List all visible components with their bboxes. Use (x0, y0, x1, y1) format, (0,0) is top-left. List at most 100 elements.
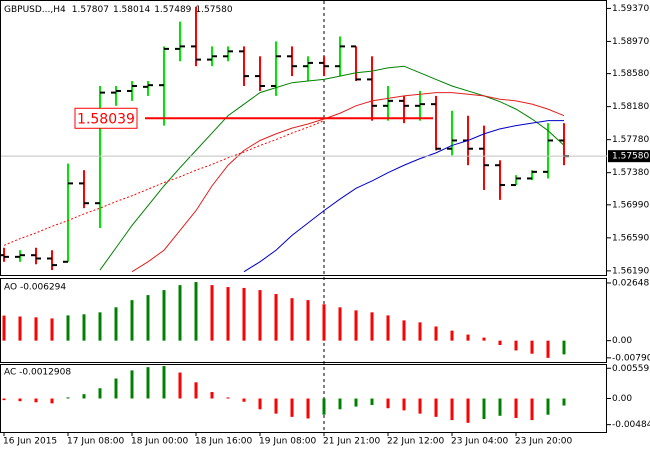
histogram-bar (450, 398, 454, 421)
indicator-line (243, 120, 564, 273)
level-label: 1.58039 (77, 111, 135, 127)
histogram-bar (402, 398, 406, 411)
histogram-bar (402, 320, 406, 341)
histogram-bar (34, 317, 38, 341)
histogram-bar (482, 337, 486, 341)
y-tick-label: 1.56190 (612, 266, 649, 276)
y-tick-label: 0.00 (612, 336, 632, 346)
histogram-bar (562, 398, 566, 406)
x-tick-label: 19 Jun 08:00 (259, 437, 316, 447)
y-tick-label: 1.56590 (612, 233, 649, 243)
histogram-bar (338, 398, 342, 410)
x-tick-label: 16 Jun 2015 (3, 437, 57, 447)
histogram-bar (114, 378, 118, 399)
x-tick-label: 23 Jun 20:00 (515, 437, 572, 447)
histogram-bar (530, 398, 534, 421)
y-tick-label: 1.58180 (612, 102, 649, 112)
histogram-bar (178, 285, 182, 341)
histogram-bar (162, 290, 166, 341)
histogram-bar (354, 310, 358, 341)
histogram-bar (178, 372, 182, 399)
symbol: GBPUSD...,H4 (4, 5, 66, 15)
level-label-box (74, 107, 138, 129)
y-tick-label: 1.58580 (612, 69, 649, 79)
histogram-bar (514, 340, 518, 351)
ac-title: AC -0.0012908 (4, 368, 71, 378)
histogram-bar (226, 287, 230, 341)
indicator-line (3, 120, 325, 246)
x-tick-label: 23 Jun 04:00 (451, 437, 508, 447)
histogram-bar (306, 398, 310, 419)
histogram-bar (210, 285, 214, 341)
y-tick-label: 1.58970 (612, 37, 649, 47)
x-tick-label: 17 Jun 08:00 (67, 437, 124, 447)
histogram-bar (242, 398, 246, 402)
histogram-bar (546, 398, 550, 415)
histogram-bar (210, 392, 214, 399)
y-tick-label: 0.00 (612, 394, 632, 404)
histogram-bar (242, 287, 246, 341)
x-tick-label: 21 Jun 21:00 (323, 437, 380, 447)
x-tick-label: 18 Jun 00:00 (131, 437, 188, 447)
histogram-bar (194, 382, 198, 399)
x-tick-label: 22 Jun 12:00 (387, 437, 444, 447)
histogram-bar (66, 397, 70, 399)
quote-high: 1.58014 (113, 5, 150, 15)
histogram-bar (546, 340, 550, 358)
histogram-bar (290, 398, 294, 417)
histogram-bar (354, 398, 358, 407)
histogram-bar (370, 312, 374, 341)
histogram-bar (130, 300, 134, 341)
histogram-bar (18, 398, 22, 402)
histogram-bar (306, 300, 310, 341)
histogram-bar (450, 330, 454, 341)
histogram-bar (98, 312, 102, 341)
y-tick-label: -0.007902 (612, 353, 650, 363)
histogram-bar (66, 315, 70, 341)
main-panel (0, 0, 607, 276)
histogram-bar (434, 326, 438, 341)
histogram-bar (50, 318, 54, 341)
histogram-bar (466, 398, 470, 423)
ao-title: AO -0.006294 (4, 283, 66, 293)
histogram-bar (498, 340, 502, 346)
quote-open: 1.57807 (72, 5, 109, 15)
histogram-bar (162, 366, 166, 399)
y-tick-label: 0.02648 (612, 278, 649, 288)
histogram-bar (82, 314, 86, 341)
histogram-bar (194, 282, 198, 341)
histogram-bar (258, 398, 262, 410)
histogram-bar (386, 398, 390, 409)
y-tick-label: 1.59370 (612, 4, 649, 14)
histogram-bar (290, 298, 294, 341)
histogram-bar (370, 398, 374, 405)
chart-header: GBPUSD...,H4 1.57807 1.58014 1.57489 1.57580 (4, 5, 233, 15)
histogram-bar (498, 398, 502, 416)
y-tick-label: 0.005593 (612, 364, 650, 374)
histogram-bar (482, 398, 486, 420)
y-tick-label: -0.004841 (612, 420, 650, 430)
histogram-bar (130, 370, 134, 399)
histogram-bar (418, 398, 422, 414)
quote-low: 1.57489 (154, 5, 191, 15)
histogram-bar (258, 290, 262, 341)
histogram-bar (226, 397, 230, 399)
histogram-bar (2, 315, 6, 341)
histogram-bar (514, 398, 518, 418)
histogram-bar (418, 322, 422, 341)
last-price-label: 1.57580 (612, 152, 649, 162)
quote-close: 1.57580 (195, 5, 232, 15)
indicator-line (131, 92, 565, 273)
histogram-bar (98, 388, 102, 399)
x-tick-label: 18 Jun 16:00 (195, 437, 252, 447)
histogram-bar (146, 295, 150, 341)
histogram-bar (274, 398, 278, 414)
histogram-bar (338, 307, 342, 341)
histogram-bar (386, 315, 390, 341)
histogram-bar (434, 398, 438, 417)
histogram-bar (50, 398, 54, 404)
histogram-bar (18, 316, 22, 341)
histogram-bar (530, 340, 534, 354)
histogram-bar (146, 367, 150, 399)
